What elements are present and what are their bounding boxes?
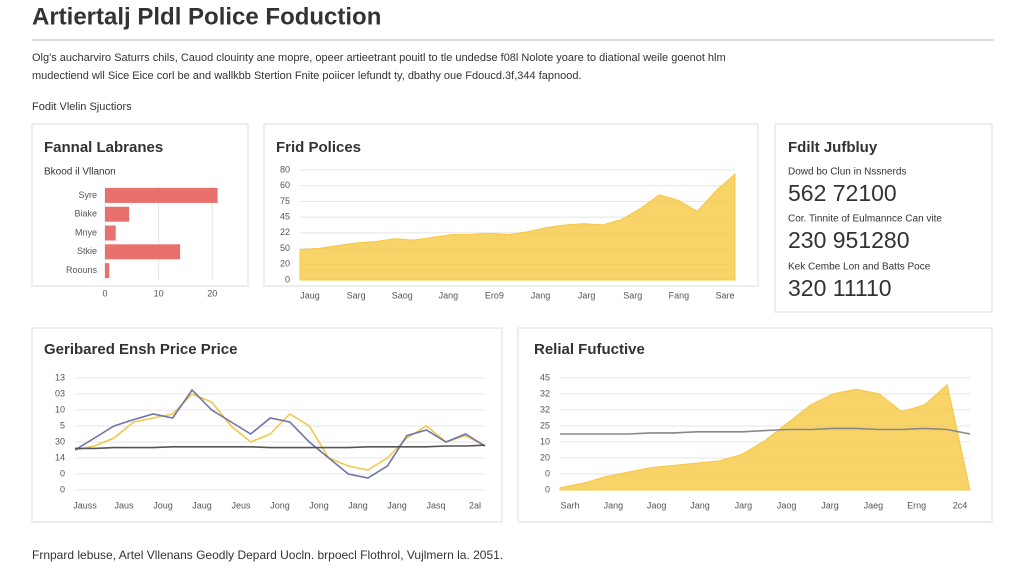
x-tick-label: Jang xyxy=(604,500,624,510)
area xyxy=(299,172,736,281)
x-tick-label: Jarg xyxy=(735,500,753,510)
panel xyxy=(31,327,503,523)
x-tick-label: Jang xyxy=(387,500,407,510)
line xyxy=(560,427,971,435)
x-tick-label: Jarg xyxy=(821,500,839,510)
x-tick-label: 10 xyxy=(154,288,164,298)
x-tick-label: Jang xyxy=(690,500,710,510)
intro-line: mudectiend wll Sice Eice corl be and wal… xyxy=(32,70,582,82)
y-tick-label: 14 xyxy=(55,452,65,462)
x-tick-label: Jang xyxy=(531,290,551,300)
y-tick-label: 25 xyxy=(540,420,550,430)
x-tick-label: 20 xyxy=(207,288,217,298)
x-tick-label: Jang xyxy=(348,500,368,510)
x-tick-label: Jauss xyxy=(73,500,97,510)
bar xyxy=(105,187,218,203)
x-tick-label: Saog xyxy=(392,290,413,300)
x-tick-label: Ero9 xyxy=(485,290,504,300)
bar xyxy=(105,225,116,241)
bar xyxy=(105,244,181,260)
y-tick-label: 60 xyxy=(280,180,290,190)
y-tick-label: Stkie xyxy=(77,246,97,256)
bar xyxy=(105,263,110,279)
x-tick-label: Jaeg xyxy=(864,500,884,510)
x-tick-label: Sare xyxy=(715,290,734,300)
x-tick-label: Erng xyxy=(907,500,926,510)
y-tick-label: 0 xyxy=(545,484,550,494)
chart-title: Frid Polices xyxy=(276,139,361,156)
panel xyxy=(31,123,249,287)
x-tick-label: Jaus xyxy=(114,500,134,510)
kpi-value: 320 11110 xyxy=(788,275,892,301)
y-tick-label: 32 xyxy=(540,404,550,414)
bar xyxy=(105,206,130,222)
kpi-title: Fdilt Jufbluy xyxy=(788,139,878,156)
footer: Frnpard lebuse, Artel Vllenans Geodly De… xyxy=(32,548,503,562)
y-tick-label: 75 xyxy=(280,196,290,206)
x-tick-label: Jong xyxy=(309,500,329,510)
y-tick-label: Syre xyxy=(78,190,97,200)
y-tick-label: 10 xyxy=(55,404,65,414)
y-tick-label: 0 xyxy=(285,274,290,284)
chart-title: Fannal Labranes xyxy=(44,139,163,156)
line xyxy=(74,393,486,471)
y-tick-label: 22 xyxy=(280,227,290,237)
x-tick-label: Sarg xyxy=(623,290,642,300)
x-tick-label: Jaug xyxy=(192,500,212,510)
y-tick-label: 45 xyxy=(280,212,290,222)
x-tick-label: Jeus xyxy=(231,500,251,510)
y-tick-label: 13 xyxy=(55,372,65,382)
x-tick-label: Jaug xyxy=(300,290,320,300)
area xyxy=(559,383,971,491)
x-tick-label: Jaog xyxy=(777,500,797,510)
y-tick-label: 10 xyxy=(540,436,550,446)
y-tick-label: 03 xyxy=(55,388,65,398)
line xyxy=(75,444,486,450)
panel xyxy=(517,327,993,523)
x-tick-label: Jang xyxy=(439,290,459,300)
y-tick-label: 32 xyxy=(540,388,550,398)
panel xyxy=(263,123,759,287)
y-tick-label: 30 xyxy=(55,436,65,446)
y-tick-label: Biake xyxy=(74,209,97,219)
x-tick-label: 2c4 xyxy=(953,500,968,510)
intro-line: Olg's aucharviro Saturrs chils, Cauod cl… xyxy=(32,52,726,64)
y-tick-label: 0 xyxy=(60,484,65,494)
y-tick-label: Roouns xyxy=(66,265,98,275)
x-tick-label: 0 xyxy=(102,288,107,298)
chart-title: Geribared Ensh Price Price xyxy=(44,341,237,358)
x-tick-label: Fang xyxy=(669,290,690,300)
page-title: Artiertalj Pldl Police Foduction xyxy=(32,3,381,30)
x-tick-label: Sarh xyxy=(560,500,579,510)
y-tick-label: 20 xyxy=(280,259,290,269)
y-tick-label: 0 xyxy=(545,468,550,478)
section-label: Fodit Vlelin Sjuctiors xyxy=(32,101,132,113)
kpi-label: Dowd bo Clun in Nssnerds xyxy=(788,167,906,178)
kpi-value: 230 951280 xyxy=(788,227,910,253)
x-tick-label: Sarg xyxy=(347,290,366,300)
kpi-label: Kek Cembe Lon and Batts Poce xyxy=(788,262,931,273)
line xyxy=(74,388,486,479)
y-tick-label: 80 xyxy=(280,164,290,174)
y-tick-label: 5 xyxy=(60,420,65,430)
chart-subtitle: Bkood il Vllanon xyxy=(44,167,116,178)
x-tick-label: Jasq xyxy=(426,500,445,510)
panel xyxy=(774,123,993,313)
chart-title: Relial Fufuctive xyxy=(534,341,645,358)
kpi-label: Cor. Tinnite of Eulmannce Can vite xyxy=(788,214,942,225)
y-tick-label: 20 xyxy=(540,452,550,462)
x-tick-label: Jaog xyxy=(647,500,667,510)
y-tick-label: 45 xyxy=(540,372,550,382)
kpi-value: 562 72100 xyxy=(788,180,897,206)
y-tick-label: 0 xyxy=(60,468,65,478)
x-tick-label: 2al xyxy=(469,500,481,510)
y-tick-label: 50 xyxy=(280,243,290,253)
x-tick-label: Jarg xyxy=(578,290,596,300)
y-tick-label: Mnye xyxy=(75,227,97,237)
x-tick-label: Jong xyxy=(270,500,290,510)
x-tick-label: Joug xyxy=(153,500,173,510)
